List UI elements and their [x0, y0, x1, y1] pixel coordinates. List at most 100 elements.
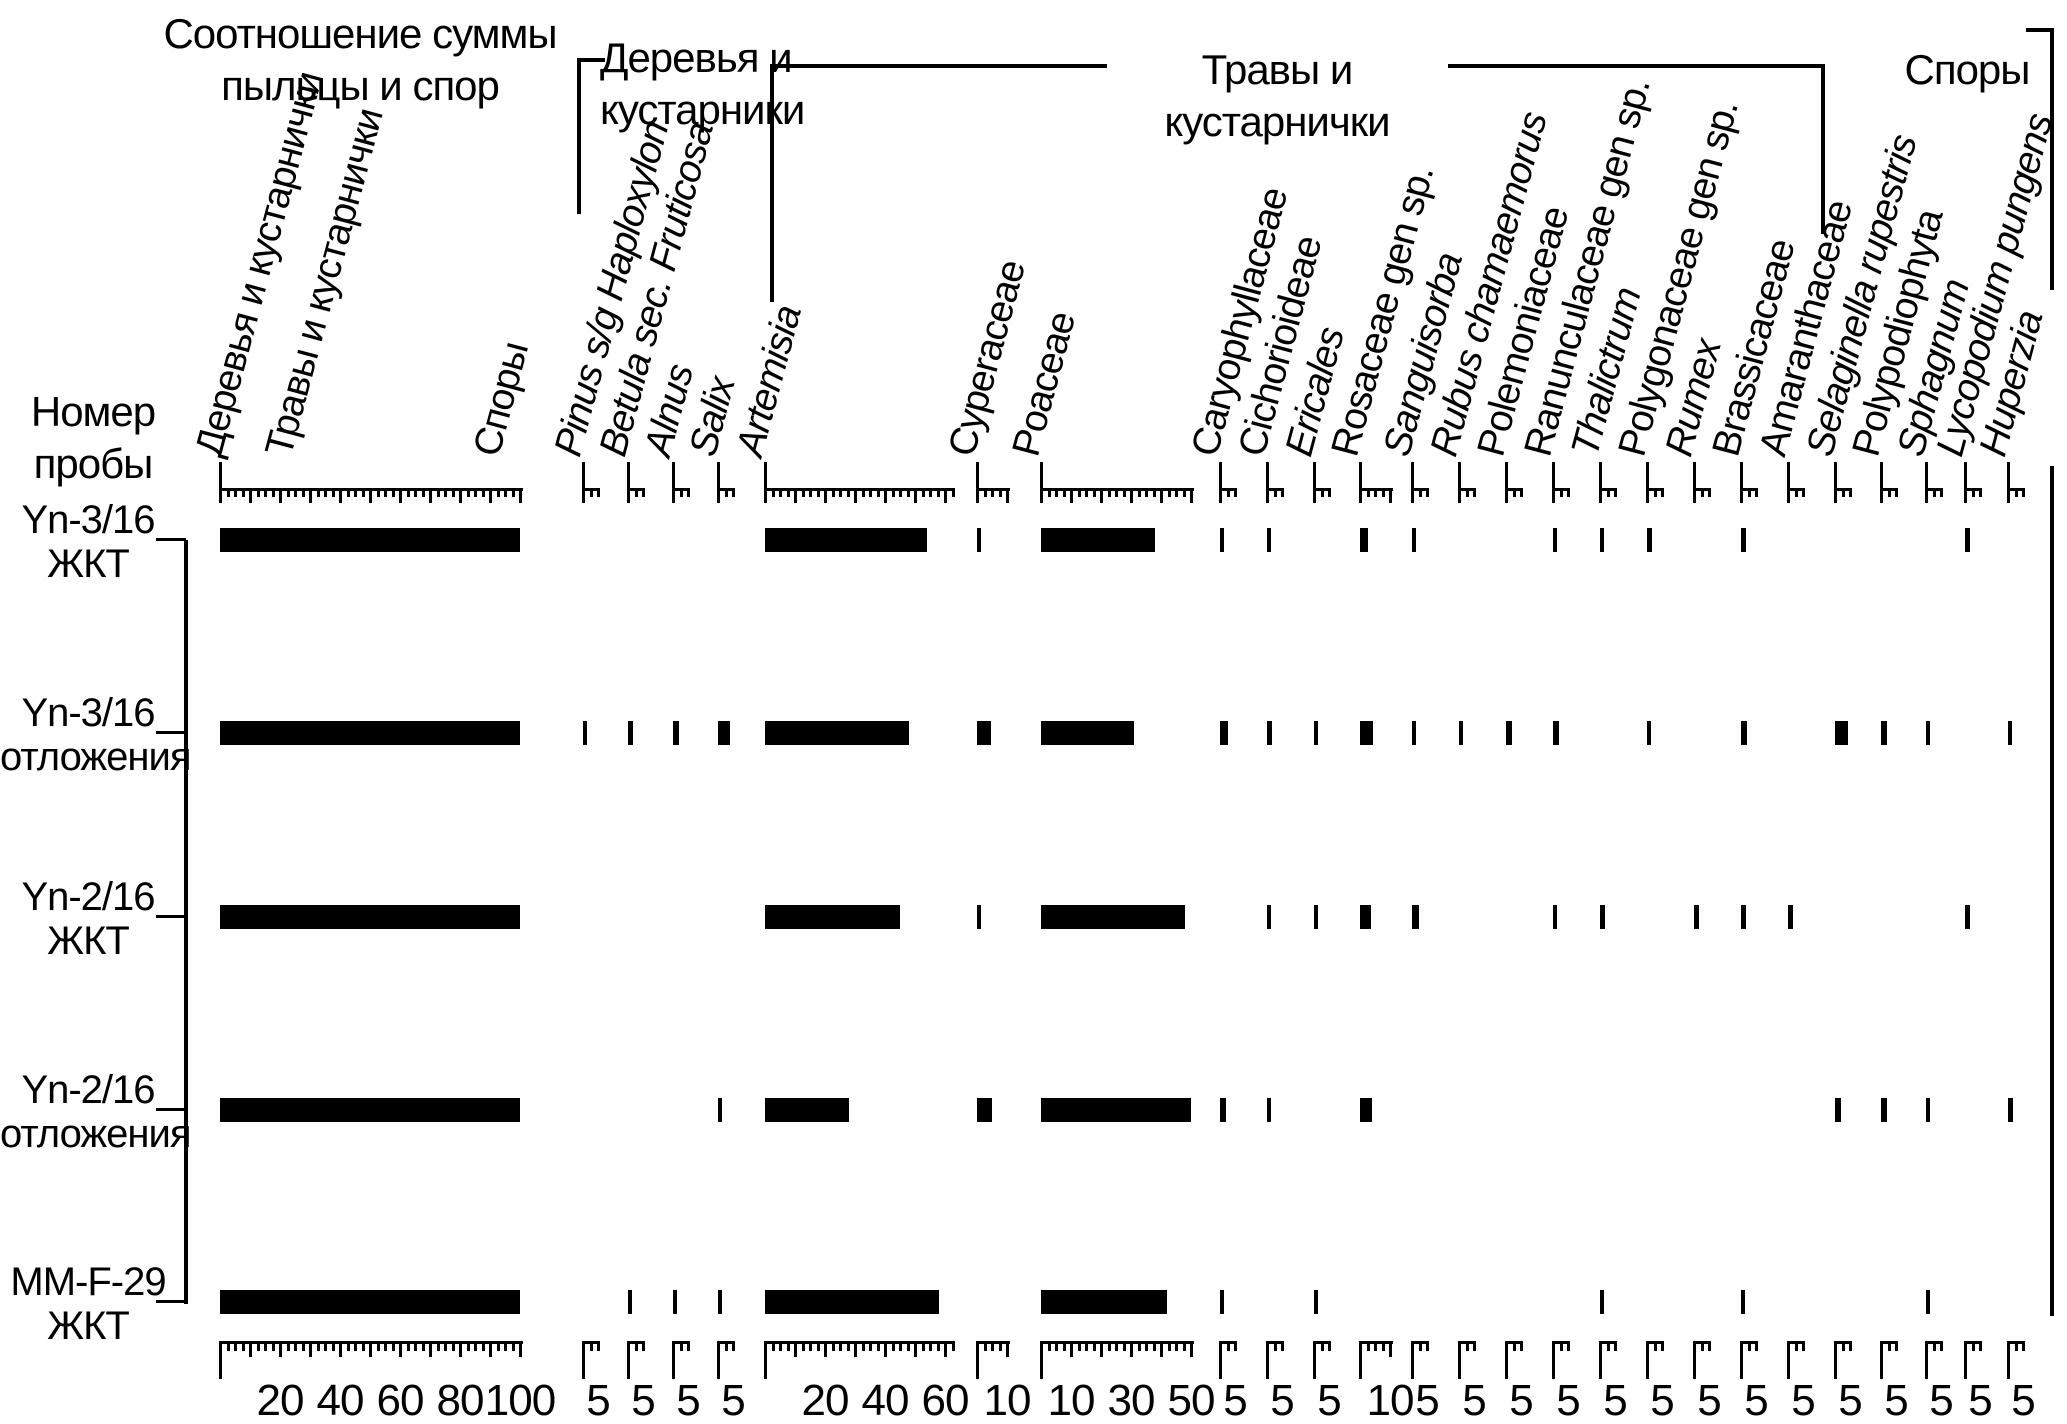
bottom-axis-tick: [1755, 1341, 1758, 1351]
bottom-axis-tick: [642, 1341, 645, 1351]
bar-MM-F-29 ЖКТ-artemisia: [765, 1290, 939, 1314]
top-axis-tick: [474, 488, 477, 497]
top-axis-start-tick: [1505, 462, 1508, 503]
bottom-axis-tick: [444, 1341, 447, 1351]
top-axis-start-tick: [976, 462, 979, 503]
top-axis-tick: [779, 488, 782, 497]
top-axis-tick: [839, 488, 842, 497]
top-axis-tick: [1842, 488, 1845, 497]
bottom-axis-tick: [869, 1341, 872, 1351]
bottom-axis-tick: [392, 1341, 395, 1351]
top-axis-tick: [1849, 488, 1852, 497]
bottom-axis-tick: [1078, 1341, 1081, 1351]
bar-Yn-2/16 ЖКТ-sanguisorba: [1412, 905, 1419, 929]
bottom-axis-tick: [1234, 1341, 1237, 1351]
bottom-axis-tick: [1466, 1341, 1469, 1351]
top-axis-tick: [1281, 488, 1284, 497]
top-axis-tick: [597, 488, 600, 497]
bottom-axis-tick: [1849, 1341, 1852, 1351]
sum-sublabel-2: Споры: [465, 337, 537, 461]
top-axis-tick: [429, 488, 432, 503]
bottom-axis-tick: [907, 1341, 910, 1351]
bar-Yn-2/16 отложения-rosaceae: [1360, 1098, 1372, 1122]
axis-tick-label: 5: [1509, 1376, 1533, 1424]
axis-tick-label: 60: [376, 1376, 425, 1424]
bottom-axis-tick: [302, 1341, 305, 1351]
bottom-axis-tick: [1933, 1341, 1936, 1351]
top-axis-tick: [884, 488, 887, 503]
top-axis-tick: [1123, 488, 1126, 497]
group-header-sum: Соотношение суммы пыльцы и спор: [163, 10, 557, 109]
bottom-axis-tick: [1006, 1341, 1009, 1357]
top-axis-tick: [302, 488, 305, 497]
bottom-axis-start-tick: [1505, 1341, 1508, 1379]
top-axis-tick: [687, 488, 690, 497]
bar-MM-F-29 ЖКТ-salix: [718, 1290, 722, 1314]
bottom-axis-start-tick: [1411, 1341, 1414, 1379]
bottom-axis-tick: [482, 1341, 485, 1351]
bottom-axis-tick: [1328, 1341, 1331, 1351]
bottom-axis-tick: [227, 1341, 230, 1351]
top-axis-tick: [294, 488, 297, 497]
bottom-axis-tick: [1513, 1341, 1516, 1351]
axis-tick-label: 5: [1462, 1376, 1486, 1424]
top-axis-start-tick: [219, 462, 222, 503]
bottom-axis-tick: [787, 1341, 790, 1351]
bottom-axis-tick: [854, 1341, 857, 1357]
bottom-axis-start-tick: [717, 1341, 720, 1379]
top-axis-tick: [1130, 488, 1133, 503]
bar-Yn-3/16 отложения-polemoniaceae: [1506, 721, 1512, 745]
top-axis-tick: [1933, 488, 1936, 497]
top-axis-tick: [339, 488, 342, 503]
sample-bracket-tick: [156, 1108, 186, 1111]
top-axis-tick: [1183, 488, 1186, 497]
bar-Yn-3/16 ЖКТ-sum: [220, 528, 520, 552]
bottom-axis-tick: [249, 1341, 252, 1357]
top-axis-tick: [1607, 488, 1610, 497]
top-axis-tick: [1063, 488, 1066, 497]
bottom-axis-tick: [332, 1341, 335, 1351]
top-axis-tick: [1374, 488, 1377, 497]
bottom-axis-tick: [1367, 1341, 1370, 1351]
bar-Yn-2/16 ЖКТ-amaranthaceae: [1788, 905, 1793, 929]
top-axis-tick: [489, 488, 492, 503]
axis-tick-label: 80: [436, 1376, 485, 1424]
axis-tick-label: 5: [1223, 1376, 1247, 1424]
bottom-axis-start-tick: [1458, 1341, 1461, 1379]
group-header-trees: Деревья и кустарники: [600, 34, 805, 133]
bottom-axis-tick: [384, 1341, 387, 1351]
bottom-axis-start-tick: [764, 1341, 767, 1379]
bar-Yn-3/16 ЖКТ-brassicaceae: [1741, 528, 1746, 552]
herbs-bracket-right-line: [1821, 64, 1825, 234]
top-axis-tick: [287, 488, 290, 497]
bar-Yn-3/16 ЖКТ-rosaceae: [1360, 528, 1368, 552]
top-axis-tick: [642, 488, 645, 497]
top-axis-tick: [590, 488, 593, 497]
axis-tick-label: 50: [1167, 1376, 1216, 1424]
bar-Yn-2/16 ЖКТ-poaceae: [1041, 905, 1185, 929]
top-axis-tick: [384, 488, 387, 497]
bar-Yn-2/16 ЖКТ-rumex: [1694, 905, 1699, 929]
bottom-axis-start-tick: [1219, 1341, 1222, 1379]
axis-tick-label: 5: [586, 1376, 610, 1424]
bottom-axis-tick: [802, 1341, 805, 1351]
trees-bracket-arm: [577, 58, 605, 62]
top-axis-tick: [862, 488, 865, 497]
bottom-axis-tick: [899, 1341, 902, 1351]
axis-tick-label: 5: [1697, 1376, 1721, 1424]
top-axis-start-tick: [1411, 462, 1414, 503]
bar-Yn-2/16 ЖКТ-cichorioideae: [1267, 905, 1271, 929]
top-axis-tick: [444, 488, 447, 497]
bottom-axis-tick: [497, 1341, 500, 1351]
bottom-axis-tick: [1654, 1341, 1657, 1351]
top-axis-tick: [317, 488, 320, 497]
top-axis-start-tick: [764, 462, 767, 503]
top-axis-tick: [1802, 488, 1805, 497]
bottom-axis-tick: [794, 1341, 797, 1357]
top-axis-tick: [1160, 488, 1163, 503]
bottom-axis-start-tick: [1313, 1341, 1316, 1379]
top-axis-tick: [354, 488, 357, 497]
bottom-axis-tick: [1070, 1341, 1073, 1357]
bar-Yn-2/16 отложения-sphagnum: [1926, 1098, 1930, 1122]
bottom-axis-tick: [929, 1341, 932, 1351]
